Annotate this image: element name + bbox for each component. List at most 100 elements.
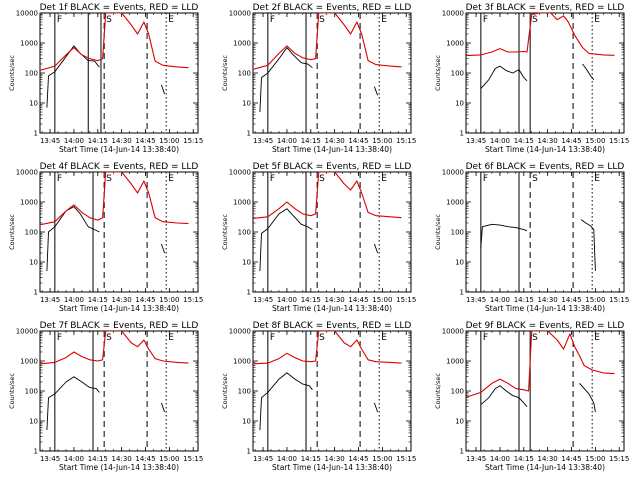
- y-tick-label: 1: [247, 448, 251, 456]
- marker-label: E: [168, 15, 174, 25]
- x-tick-label: 15:15: [609, 137, 629, 145]
- plot-frame: [39, 330, 199, 452]
- y-axis-label: Counts/sec: [434, 373, 442, 409]
- y-tick-label: 10000: [16, 328, 38, 336]
- marker-label: S: [319, 333, 325, 343]
- y-tick-label: 100: [451, 70, 464, 78]
- plot-frame: [465, 12, 625, 134]
- marker-label: E: [381, 15, 387, 25]
- plot-frame: [252, 330, 412, 452]
- y-tick-label: 10000: [442, 328, 464, 336]
- plot-frame: [252, 12, 412, 134]
- x-tick-label: 14:30: [325, 296, 345, 304]
- y-axis-label: Counts/sec: [434, 55, 442, 91]
- series-line-lld: [253, 13, 402, 70]
- x-tick-label: 15:00: [372, 455, 392, 463]
- y-tick-label: 10: [242, 418, 251, 426]
- x-tick-label: 14:15: [514, 455, 534, 463]
- y-tick-label: 10000: [442, 169, 464, 177]
- x-tick-label: 14:00: [277, 137, 297, 145]
- series-line-events: [480, 65, 528, 89]
- x-tick-label: 14:45: [561, 296, 581, 304]
- y-axis-label: Counts/sec: [221, 373, 229, 409]
- x-tick-label: 15:15: [183, 455, 203, 463]
- series-line-lld: [253, 172, 402, 220]
- y-tick-label: 1: [247, 289, 251, 297]
- x-tick-label: 14:45: [135, 137, 155, 145]
- series-line-events: [259, 47, 313, 113]
- x-axis-label: Start Time (14-Jun-14 13:38:40): [59, 463, 179, 472]
- x-tick-label: 15:15: [183, 296, 203, 304]
- x-tick-label: 15:00: [372, 296, 392, 304]
- x-tick-label: 14:45: [348, 455, 368, 463]
- plot-frame: [465, 171, 625, 293]
- plot-frame: [39, 171, 199, 293]
- x-tick-label: 14:30: [538, 455, 558, 463]
- marker-label: S: [319, 15, 325, 25]
- x-tick-label: 14:00: [490, 296, 510, 304]
- marker-label: F: [57, 15, 62, 25]
- y-axis-label: Counts/sec: [8, 373, 16, 409]
- y-tick-label: 1000: [446, 358, 464, 366]
- x-tick-label: 14:30: [538, 137, 558, 145]
- series-line-events: [480, 223, 528, 248]
- y-tick-label: 10000: [16, 10, 38, 18]
- x-tick-label: 14:15: [88, 455, 108, 463]
- x-axis-label: Start Time (14-Jun-14 13:38:40): [59, 145, 179, 154]
- y-tick-label: 100: [25, 70, 38, 78]
- y-tick-label: 10000: [16, 169, 38, 177]
- series-line-lld: [40, 13, 189, 71]
- x-tick-label: 14:00: [277, 296, 297, 304]
- y-tick-label: 10: [29, 418, 38, 426]
- panel-det-5: Det 5f BLACK = Events, RED = LLD 1 10 100 10…: [221, 162, 416, 313]
- marker-label: F: [270, 333, 275, 343]
- series-line-events: [160, 84, 166, 95]
- marker-label: E: [381, 174, 387, 184]
- panel-title: Det 9f BLACK = Events, RED = LLD: [466, 321, 625, 331]
- series-line-lld: [253, 331, 402, 365]
- y-tick-label: 10000: [229, 169, 251, 177]
- y-tick-label: 100: [238, 388, 251, 396]
- marker-label: F: [57, 333, 62, 343]
- series-line-events: [582, 63, 595, 80]
- marker-label: E: [168, 333, 174, 343]
- panel-det-3: Det 3f BLACK = Events, RED = LLD 1 10 100 10…: [434, 3, 629, 154]
- x-tick-label: 14:00: [64, 137, 84, 145]
- marker-label: E: [594, 15, 600, 25]
- x-tick-label: 14:00: [277, 455, 297, 463]
- plot-frame: [465, 330, 625, 452]
- y-tick-label: 1000: [20, 199, 38, 207]
- y-tick-label: 100: [25, 388, 38, 396]
- marker-label: F: [483, 174, 488, 184]
- x-tick-label: 14:30: [325, 455, 345, 463]
- y-axis-label: Counts/sec: [8, 55, 16, 91]
- y-axis-label: Counts/sec: [434, 214, 442, 250]
- y-tick-label: 10: [29, 100, 38, 108]
- y-tick-label: 10: [455, 100, 464, 108]
- x-tick-label: 14:45: [348, 137, 368, 145]
- x-tick-label: 15:00: [585, 296, 605, 304]
- series-group: [40, 13, 189, 108]
- y-tick-label: 10: [242, 259, 251, 267]
- x-tick-label: 13:45: [466, 296, 486, 304]
- x-tick-label: 14:30: [325, 137, 345, 145]
- y-tick-label: 1: [460, 289, 464, 297]
- x-tick-label: 14:30: [112, 455, 132, 463]
- y-tick-label: 10: [455, 418, 464, 426]
- y-axis-label: Counts/sec: [221, 214, 229, 250]
- series-group: [480, 219, 596, 272]
- x-tick-label: 14:15: [514, 137, 534, 145]
- series-line-lld: [466, 13, 615, 57]
- panel-title: Det 2f BLACK = Events, RED = LLD: [253, 3, 412, 13]
- series-group: [253, 331, 402, 431]
- panel-det-1: Det 1f BLACK = Events, RED = LLD 1 10 100 10…: [8, 3, 203, 154]
- x-tick-label: 13:45: [40, 455, 60, 463]
- x-tick-label: 13:45: [253, 455, 273, 463]
- series-line-events: [579, 383, 596, 413]
- x-axis-label: Start Time (14-Jun-14 13:38:40): [272, 145, 392, 154]
- series-line-lld: [466, 331, 615, 398]
- panel-title: Det 6f BLACK = Events, RED = LLD: [466, 162, 625, 172]
- series-line-events: [46, 376, 100, 431]
- y-tick-label: 100: [451, 229, 464, 237]
- x-axis-label: Start Time (14-Jun-14 13:38:40): [485, 304, 605, 313]
